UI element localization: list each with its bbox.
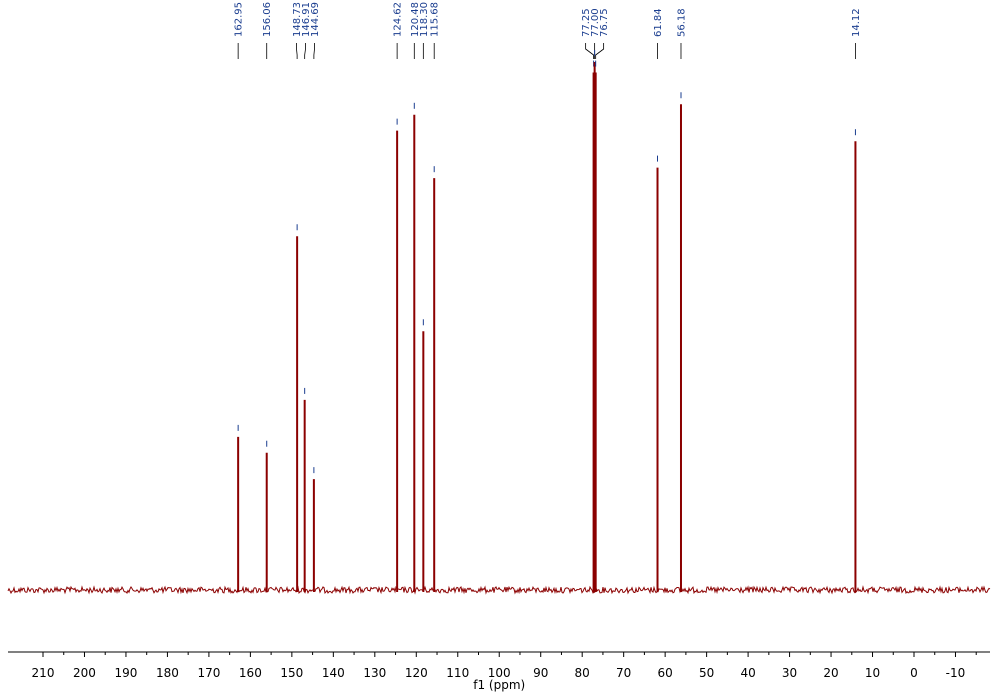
x-tick-label: 100 bbox=[488, 666, 511, 680]
peak-label: 115.68 bbox=[430, 2, 441, 37]
peak-label: 120.48 bbox=[410, 2, 421, 37]
x-tick-label: 40 bbox=[740, 666, 755, 680]
peak-label: 14.12 bbox=[851, 8, 862, 37]
spectrum-baseline bbox=[7, 585, 991, 595]
x-tick-label: 80 bbox=[575, 666, 590, 680]
x-tick-label: 160 bbox=[239, 666, 262, 680]
x-tick-label: 140 bbox=[322, 666, 345, 680]
x-tick-label: 210 bbox=[32, 666, 55, 680]
x-tick-label: -10 bbox=[946, 666, 966, 680]
peak-label: 61.84 bbox=[653, 8, 664, 37]
spectrum-trace-group bbox=[7, 50, 991, 595]
x-tick-label: 70 bbox=[616, 666, 631, 680]
x-tick-label: 150 bbox=[280, 666, 303, 680]
x-tick-label: 200 bbox=[73, 666, 96, 680]
peak-label: 118.30 bbox=[419, 2, 430, 37]
peak-label: 156.06 bbox=[262, 2, 273, 37]
peak-label: 56.18 bbox=[676, 8, 687, 37]
x-tick-label: 120 bbox=[405, 666, 428, 680]
peak-label-connector bbox=[296, 43, 298, 59]
x-tick-label: 170 bbox=[197, 666, 220, 680]
x-tick-label: 50 bbox=[699, 666, 714, 680]
x-tick-label: 20 bbox=[823, 666, 838, 680]
x-tick-label: 0 bbox=[910, 666, 918, 680]
x-tick-label: 10 bbox=[865, 666, 880, 680]
x-tick-label: 30 bbox=[782, 666, 797, 680]
peak-label-connector bbox=[585, 43, 594, 59]
x-tick-label: 180 bbox=[156, 666, 179, 680]
x-tick-label: 110 bbox=[446, 666, 469, 680]
x-tick-label: 190 bbox=[114, 666, 137, 680]
x-tick-label: 60 bbox=[658, 666, 673, 680]
x-axis-title: f1 (ppm) bbox=[473, 678, 525, 692]
peak-label: 124.62 bbox=[393, 2, 404, 37]
peak-label: 77.25 bbox=[581, 8, 592, 37]
peak-label-connector bbox=[313, 43, 315, 59]
peak-label: 148.73 bbox=[292, 2, 303, 37]
peak-label-connector bbox=[304, 43, 306, 59]
x-tick-label: 130 bbox=[363, 666, 386, 680]
peak-label: 76.75 bbox=[599, 8, 610, 37]
peak-label: 146.91 bbox=[301, 2, 312, 37]
x-tick-label: 90 bbox=[533, 666, 548, 680]
peak-label: 162.95 bbox=[234, 2, 245, 37]
x-axis: 210 200 190 180 170 160 150 140 130 120 110 100 90 80… bbox=[8, 651, 990, 680]
peak-label: 144.69 bbox=[310, 2, 321, 37]
peak-label: 77.00 bbox=[590, 8, 601, 37]
peak-label-connector bbox=[595, 43, 605, 59]
